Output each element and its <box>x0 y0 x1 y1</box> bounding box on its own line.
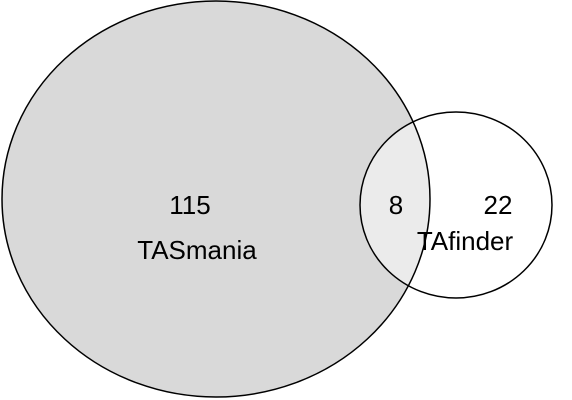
set-outline <box>1 0 431 398</box>
set-label: TASmania <box>137 235 257 265</box>
set-circle <box>2 1 430 397</box>
set-outline <box>359 111 553 299</box>
set-count: 115 <box>169 190 210 220</box>
set-count: 22 <box>484 190 513 220</box>
intersection-count: 8 <box>389 190 403 220</box>
set-label: TAfinder <box>417 226 514 256</box>
